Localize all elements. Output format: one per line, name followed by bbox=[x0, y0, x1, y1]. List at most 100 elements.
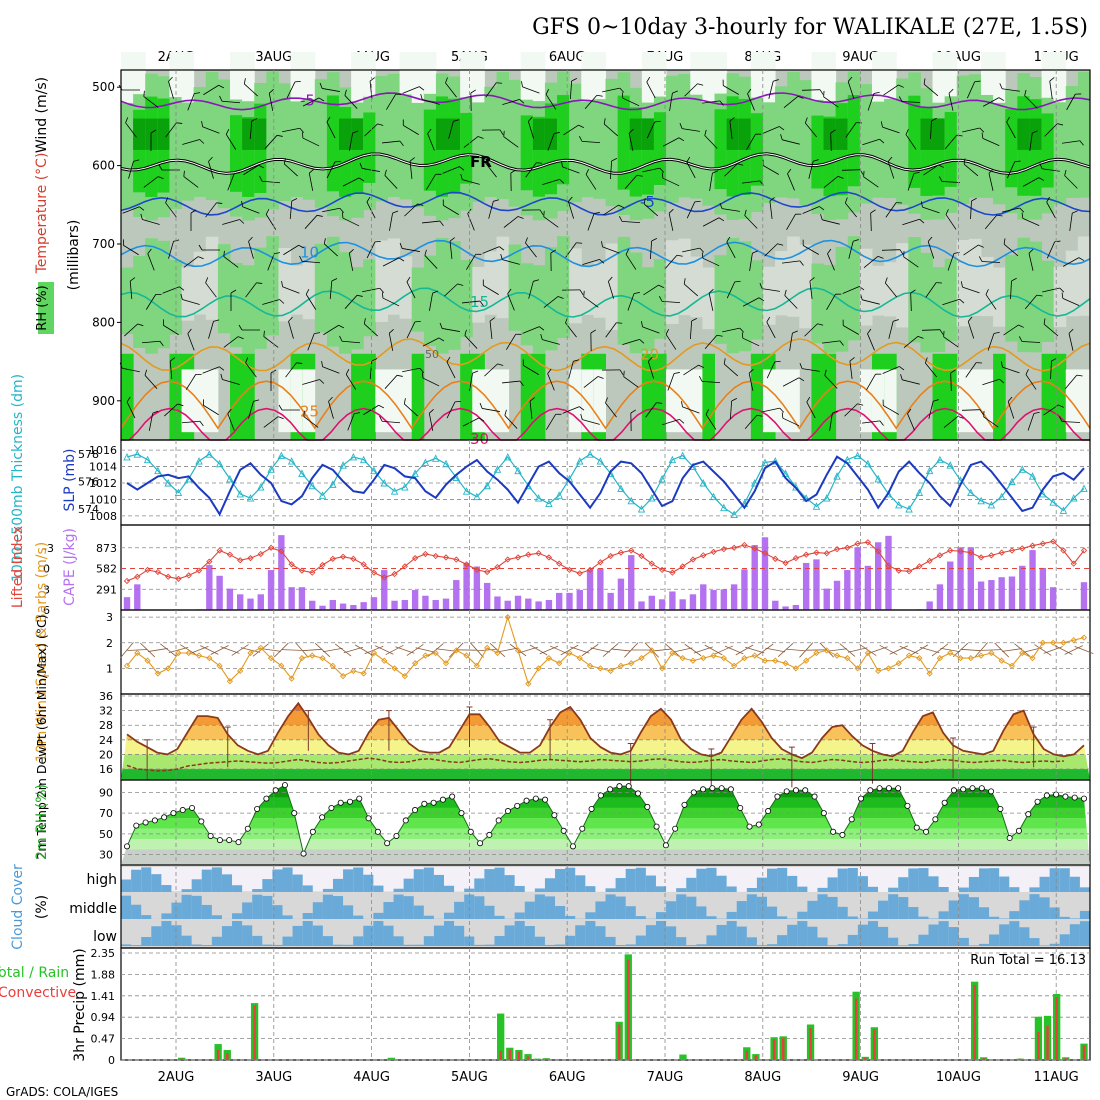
barb-shaft bbox=[482, 246, 500, 254]
wind-barb bbox=[962, 127, 985, 133]
barb-shaft bbox=[168, 241, 174, 259]
cloud-cell bbox=[847, 921, 859, 946]
barb-shaft bbox=[403, 125, 419, 135]
barb-flag bbox=[798, 377, 805, 382]
rh-band bbox=[121, 797, 1090, 808]
barb-flag bbox=[729, 117, 735, 122]
cloud-cell bbox=[928, 894, 940, 919]
rh-cell bbox=[823, 51, 837, 101]
barb-shaft bbox=[245, 282, 257, 298]
wind-barb bbox=[924, 357, 937, 378]
barb-flag bbox=[857, 403, 864, 406]
cloud-cell bbox=[1049, 868, 1061, 892]
cape-bar bbox=[545, 600, 553, 610]
barb-shaft bbox=[202, 366, 220, 374]
wind-barb-10m bbox=[343, 646, 364, 654]
barb-shaft bbox=[923, 164, 939, 176]
cloud-cell bbox=[363, 894, 374, 919]
lifted-index-point bbox=[679, 563, 686, 570]
barb-shaft bbox=[248, 241, 254, 259]
wind-barb bbox=[583, 376, 604, 388]
cloud-cell bbox=[635, 916, 647, 919]
rh-cell bbox=[932, 51, 946, 103]
barb-flag bbox=[590, 329, 597, 334]
wind-barb bbox=[124, 323, 144, 337]
wind-barb bbox=[782, 260, 804, 266]
barb-shaft bbox=[702, 257, 720, 267]
barb-shaft bbox=[587, 213, 595, 231]
rh-point bbox=[486, 831, 493, 838]
cape-bar bbox=[401, 600, 409, 610]
lifted-index-point bbox=[535, 550, 542, 557]
cloud-cell bbox=[413, 869, 425, 892]
rh-cell bbox=[835, 118, 849, 150]
cloud-cell bbox=[1029, 887, 1041, 892]
barb-flag bbox=[168, 76, 173, 82]
barb-shaft bbox=[222, 219, 240, 225]
barb-shaft bbox=[870, 212, 872, 232]
barb-shaft bbox=[223, 256, 239, 268]
cloud-cell bbox=[867, 867, 879, 892]
cloud-cell bbox=[999, 894, 1010, 919]
barb-shaft bbox=[562, 406, 580, 414]
rh-cell bbox=[666, 75, 679, 203]
barb-shaft bbox=[662, 137, 680, 147]
barb-flag bbox=[392, 210, 399, 214]
wind-barb-10m bbox=[910, 644, 929, 656]
cloud-cell bbox=[1059, 894, 1071, 919]
barb-shaft bbox=[248, 401, 254, 419]
barb-shaft bbox=[285, 362, 297, 378]
barb-shaft bbox=[546, 414, 556, 430]
thickness-point bbox=[483, 481, 491, 490]
rh-point bbox=[226, 837, 233, 844]
wind-barb bbox=[302, 379, 325, 385]
barb-flag bbox=[920, 201, 923, 208]
wind-barb bbox=[1025, 369, 1037, 390]
wind-speed-point bbox=[566, 649, 573, 657]
lifted-index-point bbox=[381, 574, 388, 581]
cloud-cell bbox=[857, 924, 869, 946]
rh-cell bbox=[363, 259, 376, 337]
barb-shaft bbox=[502, 380, 520, 384]
barb-flag bbox=[646, 76, 651, 83]
wind-barb bbox=[382, 140, 404, 146]
wind-barb bbox=[1003, 238, 1019, 257]
cloud-cell bbox=[565, 915, 576, 919]
cloud-cell bbox=[716, 894, 728, 919]
barb-flag bbox=[842, 319, 844, 326]
wind-barb bbox=[462, 417, 485, 427]
wind-barb bbox=[847, 76, 855, 99]
precip-convective-bar bbox=[1064, 1058, 1067, 1060]
rh-cell bbox=[1077, 369, 1091, 433]
barb-shaft bbox=[302, 648, 323, 652]
rh-cell bbox=[181, 266, 195, 321]
cloud-cell bbox=[494, 921, 506, 946]
wind-barb bbox=[208, 156, 214, 179]
cloud-cell bbox=[514, 867, 526, 892]
rh-cell bbox=[593, 97, 606, 199]
cloud-cell bbox=[797, 886, 808, 892]
rh-cell bbox=[811, 51, 825, 100]
wind-speed-point bbox=[484, 644, 491, 652]
barb-flag bbox=[432, 290, 439, 294]
barb-shaft bbox=[428, 413, 434, 431]
barb-shaft bbox=[722, 208, 740, 212]
date-label-bottom: 9AUG bbox=[842, 1070, 879, 1085]
barb-flag bbox=[978, 256, 983, 262]
barb-flag bbox=[319, 379, 325, 384]
rh-cell bbox=[993, 102, 1006, 205]
barb-flag bbox=[648, 356, 653, 362]
cloud-cell bbox=[595, 901, 606, 919]
cape-ylabel: CAPE (J/kg) bbox=[62, 528, 78, 606]
thickness-point bbox=[504, 452, 512, 461]
wind-barb bbox=[907, 408, 915, 431]
rh-point bbox=[588, 805, 595, 812]
barb-flag bbox=[976, 362, 983, 364]
cloud-cell bbox=[918, 894, 929, 919]
barb-shaft bbox=[944, 134, 958, 150]
precip-total-bar bbox=[679, 1054, 687, 1060]
barb-flag bbox=[363, 318, 366, 325]
precip-convective-bar bbox=[627, 959, 630, 1060]
barb-shaft bbox=[809, 281, 813, 299]
